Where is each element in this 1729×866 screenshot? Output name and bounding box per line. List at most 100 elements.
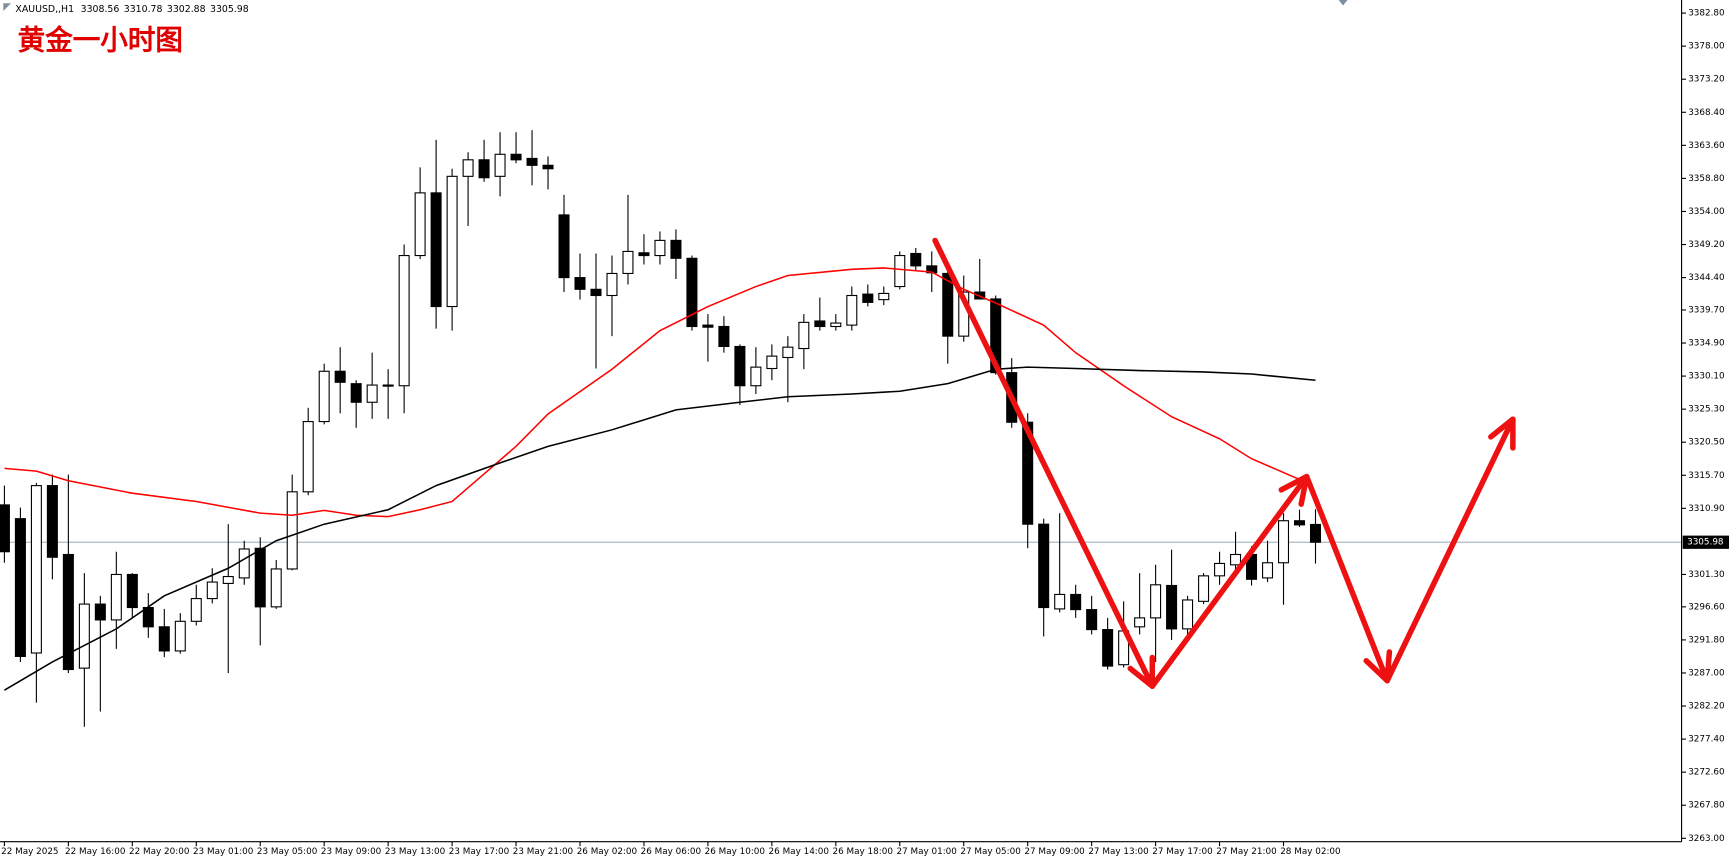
candle-body [1166, 584, 1178, 630]
candle-body [1309, 523, 1322, 543]
chart-title: 黄金一小时图 [18, 23, 183, 56]
candle-body [1230, 553, 1242, 566]
candle-body [158, 626, 170, 652]
price-label-box [1682, 535, 1729, 549]
y-tick-label: 3368.40 [1688, 108, 1725, 118]
y-tick-label: 3301.30 [1688, 570, 1725, 580]
candle-body [1134, 617, 1146, 628]
candle-body [910, 252, 922, 267]
x-tick-label: 27 May 17:00 [1152, 847, 1213, 857]
arrow-head [1127, 654, 1156, 689]
x-tick-label: 27 May 01:00 [896, 847, 957, 857]
arrow-head [1278, 473, 1310, 507]
y-tick-label: 3373.20 [1688, 75, 1725, 85]
y-tick-label: 3277.40 [1688, 735, 1725, 745]
x-tick-label: 23 May 13:00 [385, 847, 446, 857]
candle-body [286, 491, 298, 570]
trend-arrows [932, 237, 1516, 689]
candle-body [110, 573, 122, 621]
candle-body [590, 288, 602, 297]
x-tick-label: 26 May 14:00 [769, 847, 830, 857]
candle-body [654, 239, 666, 257]
candle-body [30, 485, 42, 654]
x-tick-label: 23 May 09:00 [321, 847, 382, 857]
shift-marker [1338, 0, 1348, 6]
x-tick-label: 26 May 02:00 [577, 847, 638, 857]
candle-body [638, 252, 650, 257]
candle-body [1054, 593, 1066, 610]
candle-body [366, 384, 378, 403]
candle-body [1086, 609, 1098, 631]
candle-body [798, 321, 810, 350]
candle-body [494, 153, 506, 177]
y-tick-label: 3334.90 [1688, 339, 1725, 349]
y-tick-label: 3363.60 [1688, 141, 1725, 151]
candle-body [1278, 520, 1290, 564]
candle-body [670, 239, 682, 259]
candle-body [894, 254, 906, 288]
candle-body [830, 322, 842, 328]
y-tick-label: 3287.00 [1688, 668, 1725, 678]
x-tick-label: 23 May 05:00 [257, 847, 318, 857]
candle-body [318, 370, 330, 423]
arrow-head [1363, 649, 1393, 684]
y-tick-label: 3358.80 [1688, 174, 1725, 184]
candle-body [174, 620, 186, 652]
candle-body [1262, 562, 1274, 579]
candle-body [734, 345, 746, 387]
arrow-head [1488, 416, 1516, 451]
candle-body [526, 157, 538, 166]
x-tick-label: 27 May 21:00 [1216, 847, 1277, 857]
candle-body [1182, 599, 1194, 630]
candle-body [766, 355, 778, 370]
candle-body [302, 421, 314, 493]
x-tick-label: 22 May 16:00 [65, 847, 126, 857]
y-tick-label: 3282.20 [1688, 702, 1725, 712]
header-low: 3302.88 [167, 3, 206, 14]
candle-body [238, 548, 250, 579]
candle-body [878, 292, 890, 301]
candle-body [334, 370, 346, 383]
candle-body [254, 547, 266, 608]
moving-average [4, 267, 1300, 518]
y-tick-label: 3339.70 [1688, 305, 1725, 315]
x-tick-label: 22 May 20:00 [129, 847, 190, 857]
y-tick-label: 3291.80 [1688, 635, 1725, 645]
candle-body [190, 598, 202, 622]
candle-body [46, 485, 58, 558]
candle-body [398, 254, 410, 387]
price-label: 3305.98 [1687, 538, 1723, 548]
candle-body [446, 175, 458, 308]
candle-body [1214, 562, 1226, 577]
candle-body [1038, 523, 1050, 609]
y-tick-label: 3325.30 [1688, 405, 1725, 415]
candle-body [782, 346, 794, 359]
candle-body [862, 293, 874, 303]
y-tick-label: 3349.20 [1688, 240, 1725, 250]
y-tick-label: 3354.00 [1688, 207, 1725, 217]
candle-body [1102, 629, 1114, 667]
y-tick-label: 3272.60 [1688, 768, 1725, 778]
candle-body [382, 384, 394, 387]
header-high: 3310.78 [124, 3, 163, 14]
candle-body [0, 504, 10, 553]
y-tick-label: 3267.80 [1688, 801, 1725, 811]
y-tick-label: 3330.10 [1688, 372, 1725, 382]
candle-body [606, 272, 618, 297]
y-tick-label: 3344.40 [1688, 273, 1725, 283]
candle-body [814, 320, 826, 328]
corner-marker [3, 3, 12, 12]
candle-body [206, 581, 218, 600]
y-tick-label: 3310.90 [1688, 504, 1725, 514]
candle-body [542, 164, 554, 170]
y-tick-label: 3315.70 [1688, 471, 1725, 481]
candle-body [1022, 421, 1034, 525]
y-tick-label: 3382.80 [1688, 9, 1725, 19]
candle-body [942, 272, 954, 337]
candle-body [558, 214, 570, 279]
candle-body [1293, 520, 1306, 526]
moving-average [4, 366, 1316, 691]
x-tick-label: 27 May 05:00 [960, 847, 1021, 857]
x-tick-label: 23 May 01:00 [193, 847, 254, 857]
